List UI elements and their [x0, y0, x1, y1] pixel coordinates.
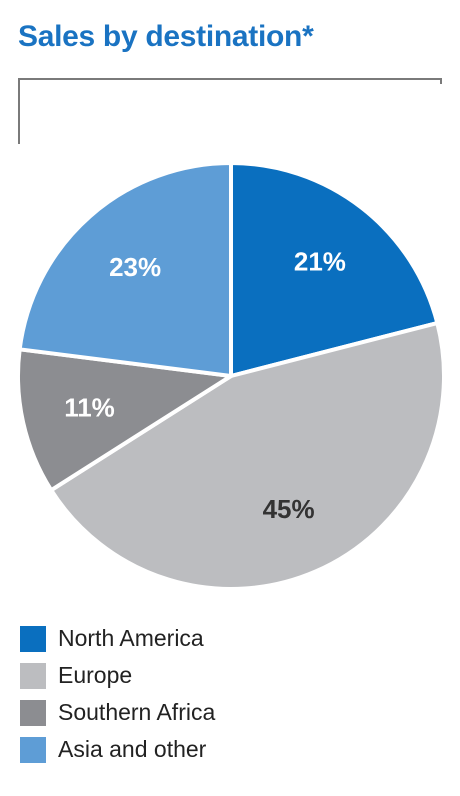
legend: North America Europe Southern Africa Asi…: [20, 620, 215, 768]
title-rule-right: [440, 78, 442, 84]
pie-labels: 21% 45% 11% 23%: [64, 246, 346, 524]
legend-swatch-southern-africa: [20, 699, 46, 726]
legend-item-southern-africa: Southern Africa: [20, 694, 215, 731]
legend-item-europe: Europe: [20, 657, 215, 694]
pie-slice-europe: [49, 321, 446, 591]
pie-slices: [16, 161, 446, 591]
title-rule-left: [18, 78, 20, 144]
pie-chart: 21% 45% 11% 23%: [16, 161, 446, 591]
legend-label-asia-and-other: Asia and other: [58, 736, 207, 762]
pie-slice-north-america: [229, 161, 440, 378]
legend-swatch-asia-and-other: [20, 736, 46, 763]
legend-label-north-america: North America: [58, 625, 204, 651]
chart-title: Sales by destination*: [18, 20, 314, 53]
pie-label-europe: 45%: [263, 494, 315, 524]
legend-item-asia-and-other: Asia and other: [20, 731, 215, 768]
pie-label-southern-africa: 11%: [64, 393, 115, 423]
pie-slice-asia-and-other: [17, 161, 233, 378]
title-rule: [18, 78, 442, 80]
legend-swatch-europe: [20, 662, 46, 689]
pie-label-north-america: 21%: [294, 246, 346, 276]
legend-item-north-america: North America: [20, 620, 215, 657]
legend-label-southern-africa: Southern Africa: [58, 699, 216, 725]
legend-label-europe: Europe: [58, 662, 133, 688]
legend-swatch-north-america: [20, 625, 46, 652]
pie-slice-southern-africa: [16, 347, 233, 493]
pie-label-asia-and-other: 23%: [109, 252, 161, 282]
